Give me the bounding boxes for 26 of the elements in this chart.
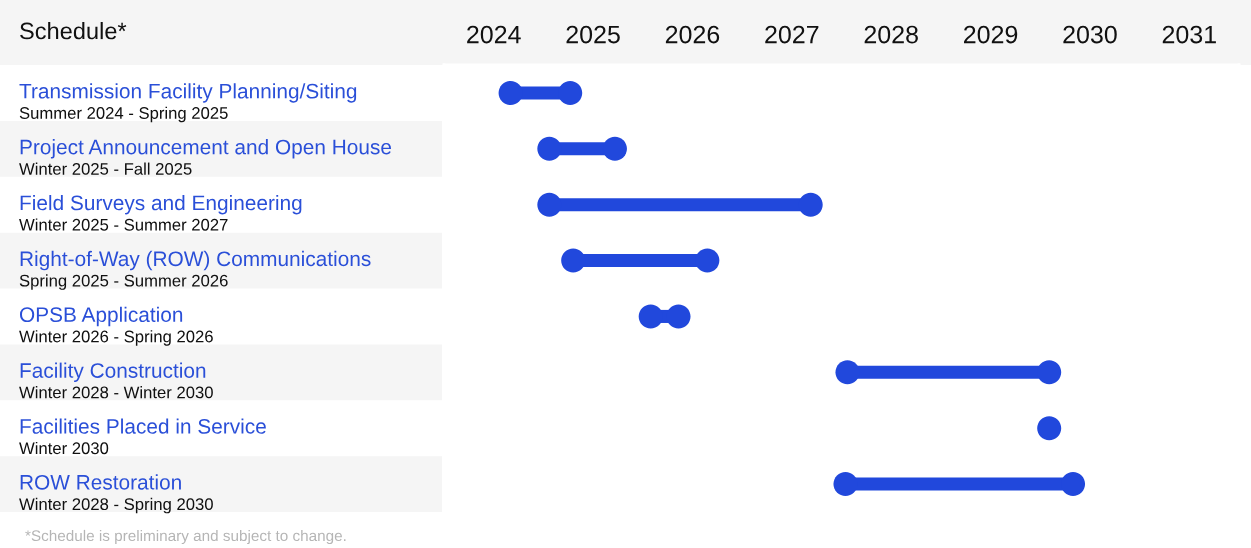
y-tick-label: Facilities Placed in Service [20,418,266,434]
x-tick-label: 2028 [864,25,918,44]
text: Winter 2025 - Summer 2027 [19,218,228,231]
x-tick-label: 2024 [467,25,521,44]
y-tick-label: Facility Construction [20,362,206,383]
text: *Schedule is preliminary and subject to change. [25,529,346,545]
y-tick-label: Right-of-Way (ROW) Communications [20,250,371,271]
text: Winter 2026 - Spring 2026 [19,330,213,346]
text: Schedule* [20,22,127,40]
x-tick-label: 2026 [665,25,720,44]
y-tick-label: ROW Restoration [20,474,181,490]
text: Winter 2025 - Fall 2025 [19,162,192,175]
y-tick-label: Transmission Facility Planning/Siting [19,83,357,103]
y-tick-label: Project Announcement and Open House [20,139,392,159]
y-tick-label: Field Surveys and Engineering [20,194,302,215]
x-tick-label: 2025 [566,25,620,44]
text: Summer 2024 - Spring 2025 [19,106,228,123]
text: Winter 2030 [19,441,109,455]
x-tick-label: 2031 [1162,25,1216,44]
text: Winter 2028 - Spring 2030 [19,497,213,514]
x-tick-label: 2027 [765,25,819,44]
text: Winter 2028 - Winter 2030 [19,386,213,399]
text: Spring 2025 - Summer 2026 [19,274,228,290]
x-tick-label: 2029 [964,25,1018,44]
y-tick-label: OPSB Application [19,306,183,327]
x-tick-label: 2030 [1063,25,1117,44]
